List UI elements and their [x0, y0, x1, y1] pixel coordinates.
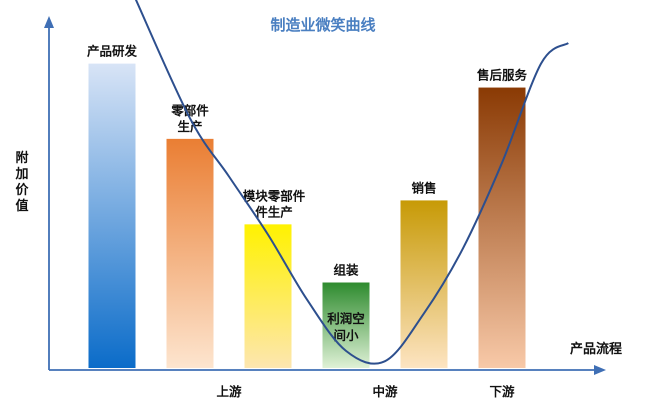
y-axis-label: 附加价值 [14, 150, 29, 214]
y-axis-arrow [44, 16, 54, 28]
bar-3 [244, 224, 292, 368]
x-axis-label: 产品流程 [570, 341, 622, 357]
bar-5 [400, 200, 448, 368]
chart-title: 制造业微笑曲线 [270, 16, 375, 34]
x-axis-arrow [594, 365, 606, 375]
smile-curve-line [134, 0, 569, 365]
category-label-6: 售后服务 [477, 68, 528, 83]
svg-text:附加价值: 附加价值 [14, 150, 29, 214]
bar-2 [166, 138, 214, 368]
bar-6 [478, 87, 526, 368]
stage-label-1: 上游 [216, 384, 242, 399]
category-label-5: 销售 [411, 180, 436, 195]
category-label-1: 产品研发 [87, 44, 138, 59]
annotation-label: 利润空间小 [327, 311, 365, 343]
stage-label-2: 中游 [372, 384, 398, 399]
bar-1 [88, 63, 136, 369]
bar-4 [322, 282, 370, 368]
annotation-group: 利润空间小 [327, 311, 365, 343]
stage-labels: 上游 中游 下游 [216, 384, 515, 399]
stage-label-3: 下游 [489, 384, 515, 399]
category-label-3: 模块零部件件生产 [243, 188, 306, 219]
category-label-4: 组装 [333, 263, 359, 278]
bars-group [88, 63, 526, 369]
